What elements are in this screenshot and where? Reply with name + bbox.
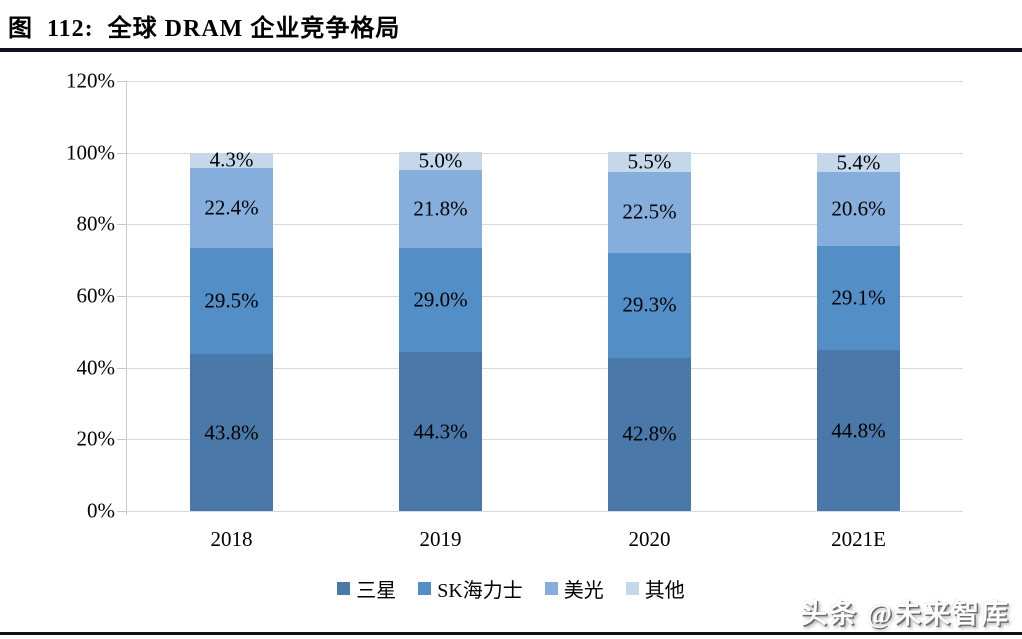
legend-label: 美光 [563,580,604,602]
y-tick-80 [117,224,127,226]
y-tick-120 [117,81,127,82]
data-label-2021E-其他: 5.4% [836,150,881,175]
data-label-2020-其他: 5.5% [627,149,672,174]
bar-segment-2020-其他: 5.5% [608,149,691,174]
gridline-80 [127,224,963,226]
gridline-20 [127,439,963,441]
x-axis-tick-label-2021E: 2021E [831,527,886,551]
y-axis-labels: 0% 20% 40% 60% 80% 100% 120% [30,69,116,523]
gridline-40 [127,367,963,369]
gridline-60 [127,296,963,297]
bar-segment-2018-其他: 4.3% [190,147,273,172]
data-label-2018-美光: 22.4% [204,195,259,220]
stacked-bar-2020: 42.8% 29.3% 22.5% 5.5% [608,81,691,511]
bottom-rule [0,632,1022,635]
y-tick-0 [117,511,127,512]
data-label-2020-SK海力士: 29.3% [622,292,677,317]
gridline-0 [127,511,963,512]
data-label-2019-美光: 21.8% [413,196,468,221]
x-axis-tick-label-2018: 2018 [210,527,253,551]
bar-segment-2019-SK海力士: 29.0% [399,248,482,353]
legend: 三星 SK海力士 美光 其他 [0,574,1022,603]
data-label-2018-三星: 43.8% [204,420,259,445]
bar-segment-2021E-SK海力士: 29.1% [817,246,900,351]
y-axis-tick-label-120: 120% [66,68,115,93]
y-axis-tick-label-0: 0% [87,498,115,523]
legend-swatch-icon [337,582,351,595]
legend-label: SK海力士 [437,580,523,602]
bar-segment-2020-美光: 22.5% [608,172,691,253]
gridline-120 [127,81,963,82]
bar-segment-2020-三星: 42.8% [608,357,691,511]
bar-segment-2019-美光: 21.8% [399,170,482,249]
y-axis-tick-label-60: 60% [76,283,116,308]
data-label-2021E-SK海力士: 29.1% [831,285,886,310]
bar-segment-2021E-三星: 44.8% [817,350,900,511]
bar-slot-2018: 43.8% 29.5% 22.4% 4.3% [127,81,336,511]
data-label-2018-其他: 4.3% [209,147,254,172]
legend-item-其他: 其他 [625,574,685,603]
bar-slot-2021E: 44.8% 29.1% 20.6% 5.4% [754,81,963,511]
y-axis-tick-label-20: 20% [76,426,116,451]
figure-title: 图 112: 全球 DRAM 企业竞争格局 [8,16,401,42]
bar-segment-2018-SK海力士: 29.5% [190,248,273,355]
bar-segment-2021E-其他: 5.4% [817,150,900,175]
y-tick-100 [117,152,127,154]
gridline-100 [127,152,963,154]
data-label-2019-三星: 44.3% [413,419,468,444]
legend-item-三星: 三星 [337,574,396,603]
stacked-bar-2019: 44.3% 29.0% 21.8% 5.0% [399,81,482,511]
stacked-bar-2018: 43.8% 29.5% 22.4% 4.3% [190,81,273,511]
data-label-2021E-三星: 44.8% [831,418,886,443]
y-tick-60 [117,296,127,297]
y-axis-line [126,81,127,516]
legend-item-SK海力士: SK海力士 [418,574,523,603]
bar-segment-2021E-美光: 20.6% [817,172,900,247]
legend-swatch-icon [544,582,558,595]
bar-slot-2019: 44.3% 29.0% 21.8% 5.0% [336,81,545,511]
data-label-2021E-美光: 20.6% [831,196,886,221]
y-tick-20 [117,439,127,441]
y-axis-tick-label-100: 100% [66,140,115,165]
bar-segment-2018-三星: 43.8% [190,354,273,511]
y-axis-tick-label-80: 80% [76,211,116,236]
bar-segment-2019-其他: 5.0% [399,148,482,173]
watermark: 头条 @未来智库 [800,599,1010,629]
data-label-2019-其他: 5.0% [418,148,463,173]
data-label-2020-三星: 42.8% [622,421,677,446]
bar-segment-2018-美光: 22.4% [190,168,273,249]
stacked-bar-2021E: 44.8% 29.1% 20.6% 5.4% [817,81,900,511]
legend-swatch-icon [625,582,639,595]
x-axis-tick-label-2020: 2020 [628,527,671,551]
plot-area: 43.8% 29.5% 22.4% 4.3% 44.3% 29.0% 21.8% 5.0% 42… [117,81,963,516]
bars: 43.8% 29.5% 22.4% 4.3% 44.3% 29.0% 21.8% 5.0% 42… [127,81,963,511]
legend-label: 三星 [356,580,397,602]
bar-segment-2019-三星: 44.3% [399,352,482,511]
legend-item-美光: 美光 [544,574,604,603]
y-axis-tick-label-40: 40% [76,355,116,380]
header-rule [0,48,1022,52]
legend-swatch-icon [418,582,432,595]
x-axis-labels: 2018 2019 2020 2021E [127,527,963,552]
bar-slot-2020: 42.8% 29.3% 22.5% 5.5% [545,81,754,511]
data-label-2020-美光: 22.5% [622,199,677,224]
data-label-2019-SK海力士: 29.0% [413,287,468,312]
legend-label: 其他 [644,580,685,602]
y-tick-40 [117,367,127,369]
x-axis-tick-label-2019: 2019 [419,527,462,551]
bar-segment-2020-SK海力士: 29.3% [608,252,691,358]
data-label-2018-SK海力士: 29.5% [204,288,259,313]
